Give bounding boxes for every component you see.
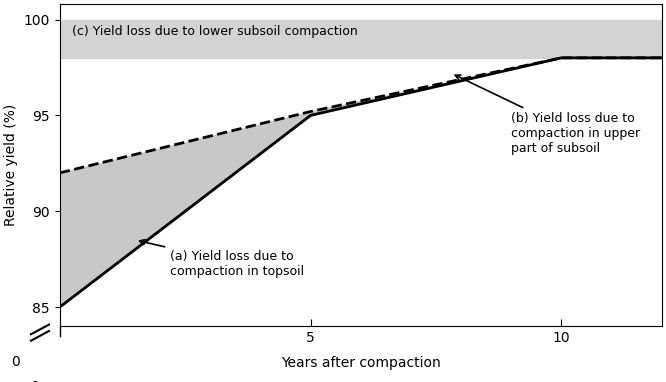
Text: 0: 0 xyxy=(31,380,39,382)
Text: (c) Yield loss due to lower subsoil compaction: (c) Yield loss due to lower subsoil comp… xyxy=(73,26,358,39)
Text: 0: 0 xyxy=(11,355,20,369)
Text: (b) Yield loss due to
compaction in upper
part of subsoil: (b) Yield loss due to compaction in uppe… xyxy=(456,75,641,154)
Y-axis label: Relative yield (%): Relative yield (%) xyxy=(4,104,18,226)
Text: (a) Yield loss due to
compaction in topsoil: (a) Yield loss due to compaction in tops… xyxy=(140,240,304,278)
X-axis label: Years after compaction: Years after compaction xyxy=(281,356,441,370)
